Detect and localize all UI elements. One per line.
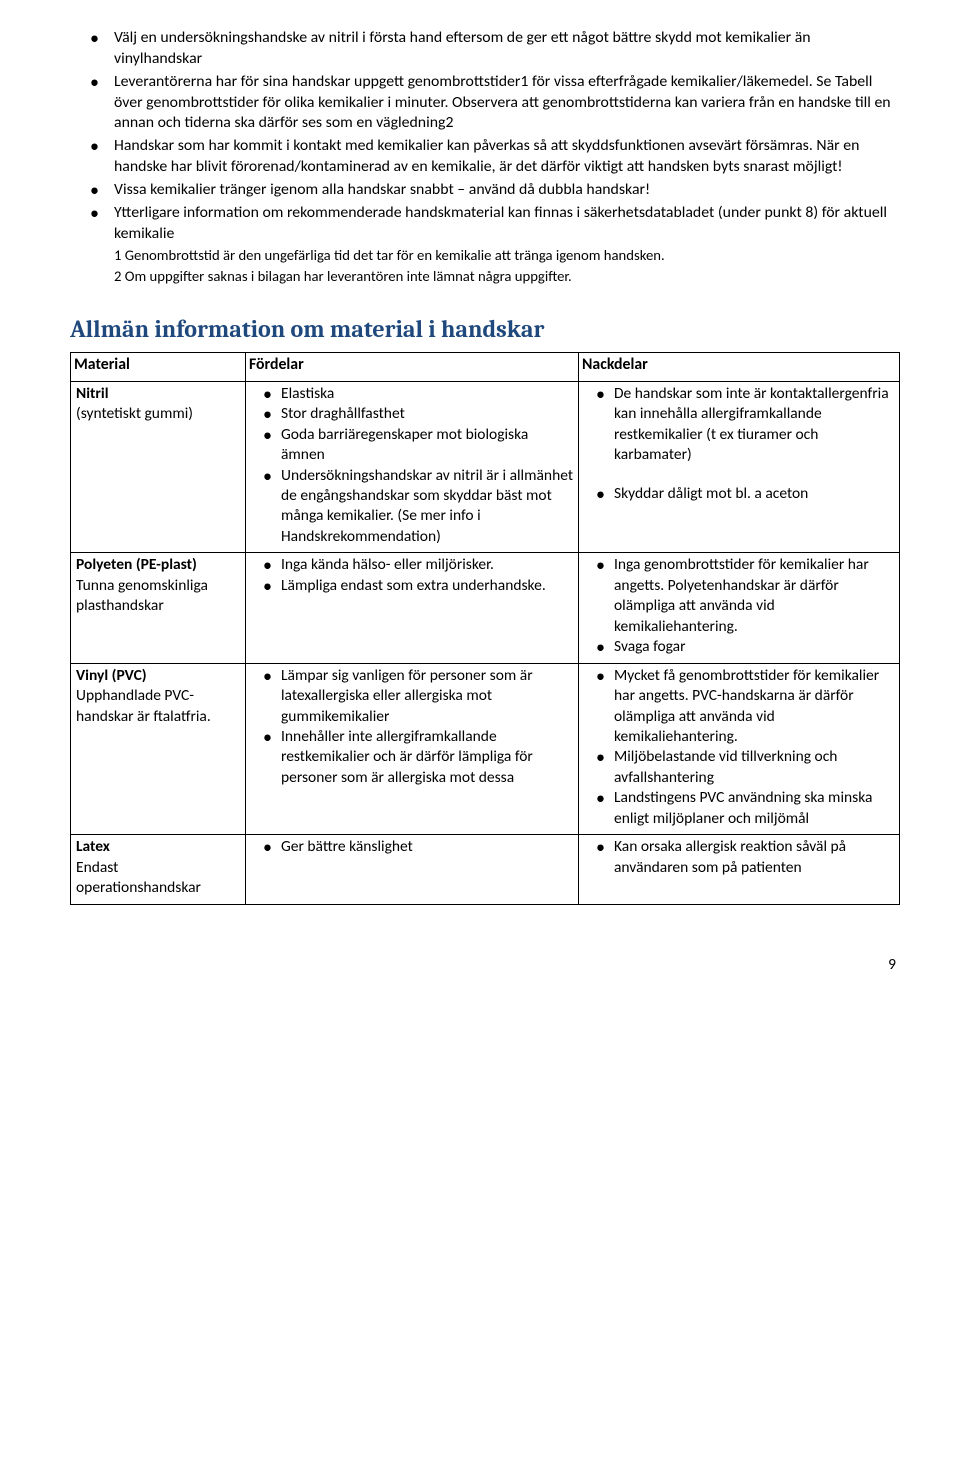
material-name: Nitril <box>76 384 109 403</box>
material-desc: Upphandlade PVC-handskar är ftalatfria. <box>76 686 211 725</box>
disadvantage-item: Kan orsaka allergisk reaktion såväl på a… <box>596 837 896 878</box>
material-desc: Endast operationshandskar <box>76 858 201 897</box>
table-row: Vinyl (PVC) Upphandlade PVC-handskar är … <box>71 663 900 835</box>
disadvantage-item: Miljöbelastande vid tillverkning och avf… <box>596 747 896 788</box>
advantages-cell: Inga kända hälso- eller miljörisker. Läm… <box>246 553 579 663</box>
table-header-disadvantages: Nackdelar <box>579 352 900 381</box>
intro-bullet: Vissa kemikalier tränger igenom alla han… <box>90 180 900 201</box>
material-desc: (syntetiskt gummi) <box>76 404 193 423</box>
materials-table: Material Fördelar Nackdelar Nitril (synt… <box>70 352 900 905</box>
page-number: 9 <box>70 955 900 975</box>
material-name: Latex <box>76 837 110 856</box>
section-heading: Allmän information om material i handska… <box>70 314 900 346</box>
advantage-item: Lämpar sig vanligen för personer som är … <box>263 666 575 727</box>
intro-bullet-list: Välj en undersökningshandske av nitril i… <box>70 28 900 244</box>
footnote-list: 1 Genombrottstid är den ungefärliga tid … <box>70 246 900 286</box>
advantage-item: Stor draghållfasthet <box>263 404 575 424</box>
disadvantage-item: De handskar som inte är kontaktallergenf… <box>596 384 896 466</box>
material-cell: Nitril (syntetiskt gummi) <box>71 381 246 553</box>
disadvantage-item: Skyddar dåligt mot bl. a aceton <box>596 484 896 504</box>
table-row: Polyeten (PE-plast) Tunna genomskinliga … <box>71 553 900 663</box>
advantage-item: Undersökningshandskar av nitril är i all… <box>263 466 575 548</box>
disadvantages-cell: De handskar som inte är kontaktallergenf… <box>579 381 900 553</box>
disadvantages-cell: Mycket få genombrottstider för kemikalie… <box>579 663 900 835</box>
material-name: Vinyl (PVC) <box>76 666 147 685</box>
advantage-item: Ger bättre känslighet <box>263 837 575 857</box>
disadvantage-item: Landstingens PVC användning ska minska e… <box>596 788 896 829</box>
disadvantage-item: Svaga fogar <box>596 637 896 657</box>
intro-bullet: Ytterligare information om rekommenderad… <box>90 203 900 245</box>
material-cell: Vinyl (PVC) Upphandlade PVC-handskar är … <box>71 663 246 835</box>
advantage-item: Inga kända hälso- eller miljörisker. <box>263 555 575 575</box>
material-name: Polyeten (PE-plast) <box>76 555 197 574</box>
disadvantages-cell: Inga genombrottstider för kemikalier har… <box>579 553 900 663</box>
intro-bullet: Handskar som har kommit i kontakt med ke… <box>90 136 900 178</box>
advantages-cell: Ger bättre känslighet <box>246 835 579 904</box>
material-desc: Tunna genomskinliga plasthandskar <box>76 576 208 615</box>
intro-bullet: Leverantörerna har för sina handskar upp… <box>90 72 900 135</box>
intro-bullet: Välj en undersökningshandske av nitril i… <box>90 28 900 70</box>
table-header-material: Material <box>71 352 246 381</box>
footnote: 2 Om uppgifter saknas i bilagan har leve… <box>114 267 900 286</box>
advantages-cell: Lämpar sig vanligen för personer som är … <box>246 663 579 835</box>
table-row: Nitril (syntetiskt gummi) Elastiska Stor… <box>71 381 900 553</box>
material-cell: Latex Endast operationshandskar <box>71 835 246 904</box>
advantage-item: Innehåller inte allergiframkallande rest… <box>263 727 575 788</box>
advantage-item: Lämpliga endast som extra underhandske. <box>263 576 575 596</box>
table-row: Latex Endast operationshandskar Ger bätt… <box>71 835 900 904</box>
table-header-advantages: Fördelar <box>246 352 579 381</box>
advantage-item: Elastiska <box>263 384 575 404</box>
material-cell: Polyeten (PE-plast) Tunna genomskinliga … <box>71 553 246 663</box>
advantage-item: Goda barriäregenskaper mot biologiska äm… <box>263 425 575 466</box>
disadvantages-cell: Kan orsaka allergisk reaktion såväl på a… <box>579 835 900 904</box>
disadvantage-item: Inga genombrottstider för kemikalier har… <box>596 555 896 637</box>
disadvantage-item: Mycket få genombrottstider för kemikalie… <box>596 666 896 748</box>
footnote: 1 Genombrottstid är den ungefärliga tid … <box>114 246 900 265</box>
advantages-cell: Elastiska Stor draghållfasthet Goda barr… <box>246 381 579 553</box>
